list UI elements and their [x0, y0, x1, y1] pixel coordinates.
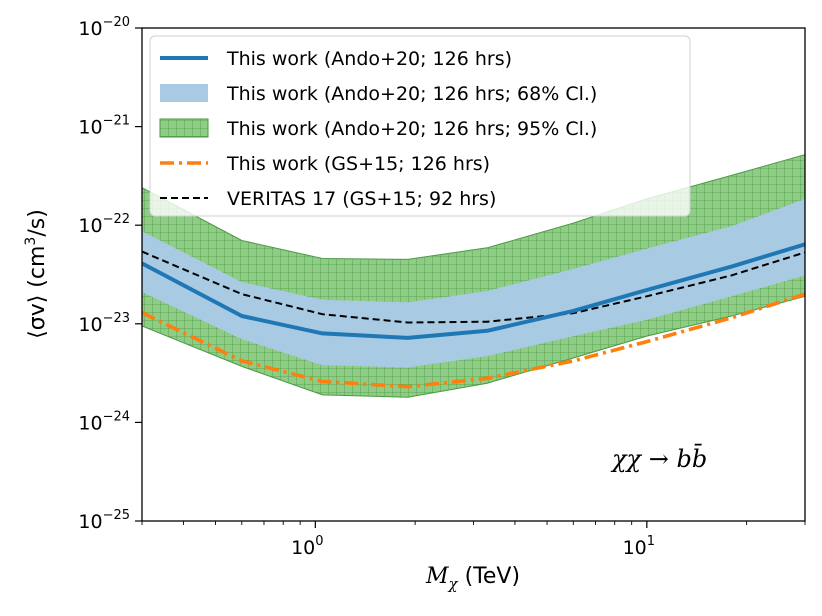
- axis-ticks: 100 101 10−25 10−24 10−23 10−22 10−21 10−20: [78, 15, 806, 559]
- legend-label: This work (GS+15; 126 hrs): [226, 153, 490, 175]
- x-axis-label: Mχ (TeV): [425, 564, 520, 593]
- y-tick-label: 10−24: [78, 409, 130, 434]
- legend-swatch: [159, 118, 209, 138]
- y-tick-label: 10−25: [78, 508, 130, 533]
- plot-frame: [141, 27, 806, 522]
- series-2-line: [142, 250, 805, 324]
- legend-box: [149, 35, 691, 217]
- y-tick-label: 10−22: [78, 212, 130, 237]
- legend-label: VERITAS 17 (GS+15; 92 hrs): [227, 188, 496, 210]
- legend-label: This work (Ando+20; 126 hrs; 95% Cl.): [226, 118, 597, 140]
- x-tick-label: 101: [623, 534, 655, 559]
- y-tick-label: 10−20: [78, 15, 130, 40]
- y-axis-label: ⟨σv⟩ (cm3/s): [23, 209, 50, 339]
- series-4-line: [142, 292, 805, 389]
- legend-swatch: [160, 84, 208, 102]
- legend: This work (Ando+20; 126 hrs) This work (A…: [149, 35, 691, 217]
- y-tick-label: 10−23: [78, 311, 130, 336]
- annotation: χχ → bb̄: [610, 444, 707, 473]
- x-tick-label: 100: [291, 534, 323, 559]
- series-3-line: [142, 242, 805, 340]
- y-tick-label: 10−21: [78, 114, 130, 139]
- legend-label: This work (Ando+20; 126 hrs): [226, 48, 512, 70]
- legend-label: This work (Ando+20; 126 hrs; 68% Cl.): [226, 83, 597, 105]
- series-1-band: [142, 198, 805, 368]
